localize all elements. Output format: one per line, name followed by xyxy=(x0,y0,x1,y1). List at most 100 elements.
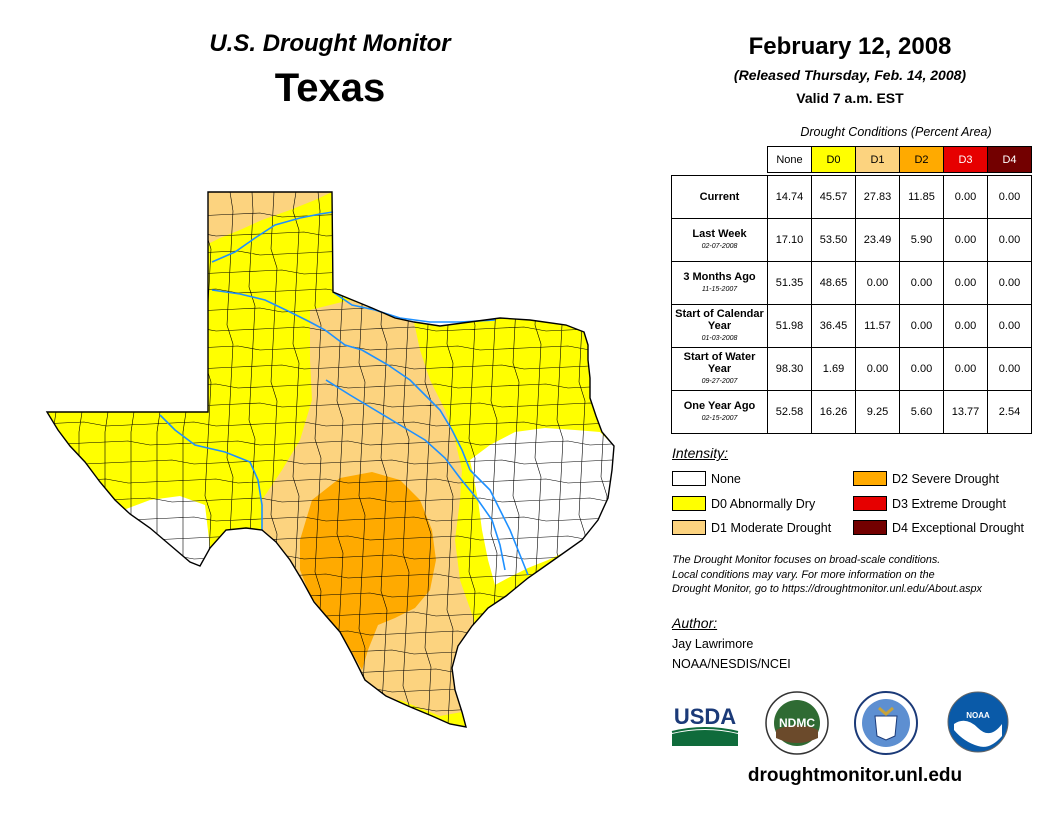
column-header-d4: D4 xyxy=(987,146,1032,173)
legend-swatch xyxy=(672,471,706,486)
row-label-text: Last Week xyxy=(692,227,747,240)
none-zone-west xyxy=(118,496,210,566)
table-row-3-months-ago: 3 Months Ago 11-15-2007 51.35 48.65 0.00 … xyxy=(671,261,1032,305)
legend-label: D4 Exceptional Drought xyxy=(892,520,1025,535)
legend-swatch xyxy=(853,520,887,535)
legend-swatch xyxy=(672,520,706,535)
table-row-start-calendar-year: Start of Calendar Year 01-03-2008 51.98 3… xyxy=(671,304,1032,348)
row-label-text: Start of Water Year xyxy=(683,350,756,375)
cell-d1: 11.57 xyxy=(855,304,900,348)
d2-zone xyxy=(300,472,436,670)
cell-d2: 0.00 xyxy=(899,304,944,348)
valid-time: Valid 7 a.m. EST xyxy=(796,90,904,106)
cell-d4: 0.00 xyxy=(987,218,1032,262)
cell-d1: 23.49 xyxy=(855,218,900,262)
cell-none: 14.74 xyxy=(767,175,812,219)
texas-drought-map xyxy=(45,191,615,728)
table-row-start-water-year: Start of Water Year 09-27-2007 98.30 1.69… xyxy=(671,347,1032,391)
row-label: Start of Calendar Year 01-03-2008 xyxy=(671,304,768,348)
pecos-river xyxy=(159,414,263,530)
usda-hills-icon xyxy=(672,730,738,746)
drought-conditions-table: None D0 D1 D2 D3 D4 Current 14.74 45.57 … xyxy=(671,146,1032,434)
cell-none: 51.98 xyxy=(767,304,812,348)
row-label-date: 01-03-2008 xyxy=(701,334,738,342)
brazos-river xyxy=(211,289,471,471)
cell-d0: 16.26 xyxy=(811,390,856,434)
legend-item-d2: D2 Severe Drought xyxy=(853,471,999,486)
cell-d4: 0.00 xyxy=(987,175,1032,219)
legend-label: D3 Extreme Drought xyxy=(892,496,1006,511)
legend-label: None xyxy=(711,471,741,486)
row-label-text: 3 Months Ago xyxy=(683,270,756,283)
row-label-date: 02-07-2008 xyxy=(701,242,738,250)
rivers xyxy=(159,211,529,576)
website-link[interactable]: droughtmonitor.unl.edu xyxy=(747,765,963,786)
row-label: Current xyxy=(671,175,768,219)
column-header-d3: D3 xyxy=(943,146,988,173)
cell-d4: 0.00 xyxy=(987,347,1032,391)
table-header-row: None D0 D1 D2 D3 D4 xyxy=(672,146,1032,173)
note-line: The Drought Monitor focuses on broad-sca… xyxy=(672,554,941,566)
cell-d2: 5.60 xyxy=(899,390,944,434)
legend-label: D2 Severe Drought xyxy=(892,471,1000,486)
red-river xyxy=(332,291,496,323)
cell-d2: 0.00 xyxy=(899,261,944,305)
cell-d0: 48.65 xyxy=(811,261,856,305)
note-line: Local conditions may vary. For more info… xyxy=(672,568,935,581)
table-row-current: Current 14.74 45.57 27.83 11.85 0.00 0.0… xyxy=(671,175,1032,219)
legend-swatch xyxy=(672,496,706,511)
legend-item-d1: D1 Moderate Drought xyxy=(672,520,831,535)
legend-item-none: None xyxy=(672,471,741,486)
cell-d0: 36.45 xyxy=(811,304,856,348)
cell-d0: 53.50 xyxy=(811,218,856,262)
cell-none: 98.30 xyxy=(767,347,812,391)
legend-label: D1 Moderate Drought xyxy=(711,520,832,535)
cell-d0: 1.69 xyxy=(811,347,856,391)
cell-d4: 2.54 xyxy=(987,390,1032,434)
cell-d0: 45.57 xyxy=(811,175,856,219)
cell-d2: 0.00 xyxy=(899,347,944,391)
cell-d1: 27.83 xyxy=(855,175,900,219)
cell-d2: 11.85 xyxy=(899,175,944,219)
row-label: One Year Ago 02-15-2007 xyxy=(671,390,768,434)
cell-d1: 0.00 xyxy=(855,347,900,391)
row-label-date: 02-15-2007 xyxy=(701,414,738,422)
cell-none: 51.35 xyxy=(767,261,812,305)
cell-d3: 0.00 xyxy=(943,261,988,305)
row-label-date: 11-15-2007 xyxy=(701,285,738,293)
noaa-logo-text: NOAA xyxy=(966,711,990,720)
header-spacer xyxy=(672,147,768,173)
cell-none: 17.10 xyxy=(767,218,812,262)
cell-d1: 0.00 xyxy=(855,261,900,305)
column-header-d0: D0 xyxy=(811,146,856,173)
ndmc-logo-text: NDMC xyxy=(779,716,815,730)
legend-item-d3: D3 Extreme Drought xyxy=(853,496,1006,511)
texas-outline xyxy=(45,191,615,728)
noaa-logo: NOAA xyxy=(947,691,1009,753)
legend-item-d4: D4 Exceptional Drought xyxy=(853,520,1024,535)
cell-d4: 0.00 xyxy=(987,304,1032,348)
cell-none: 52.58 xyxy=(767,390,812,434)
none-zone-east xyxy=(470,428,614,585)
ndmc-logo: NDMC xyxy=(765,691,829,755)
drought-zones xyxy=(47,192,614,727)
trinity-river xyxy=(469,469,529,576)
row-label-text: Current xyxy=(699,191,740,203)
legend-item-d0: D0 Abnormally Dry xyxy=(672,496,815,511)
author-org: NOAA/NESDIS/NCEI xyxy=(672,657,791,671)
cell-d3: 0.00 xyxy=(943,175,988,219)
row-label-text: Start of Calendar Year xyxy=(675,307,764,332)
legend-swatch xyxy=(853,496,887,511)
row-label: Start of Water Year 09-27-2007 xyxy=(671,347,768,391)
table-row-one-year-ago: One Year Ago 02-15-2007 52.58 16.26 9.25 … xyxy=(671,390,1032,434)
table-caption: Drought Conditions (Percent Area) xyxy=(800,125,992,139)
row-label-text: One Year Ago xyxy=(683,399,756,412)
map-date: February 12, 2008 xyxy=(748,33,952,60)
usda-logo: USDA xyxy=(671,704,739,746)
author-name: Jay Lawrimore xyxy=(672,637,754,651)
usda-logo-text: USDA xyxy=(674,704,736,729)
legend-swatch xyxy=(853,471,887,486)
doc-seal-logo xyxy=(854,691,918,755)
note-line: Drought Monitor, go to https://droughtmo… xyxy=(672,583,982,595)
state-title: Texas xyxy=(274,66,386,110)
